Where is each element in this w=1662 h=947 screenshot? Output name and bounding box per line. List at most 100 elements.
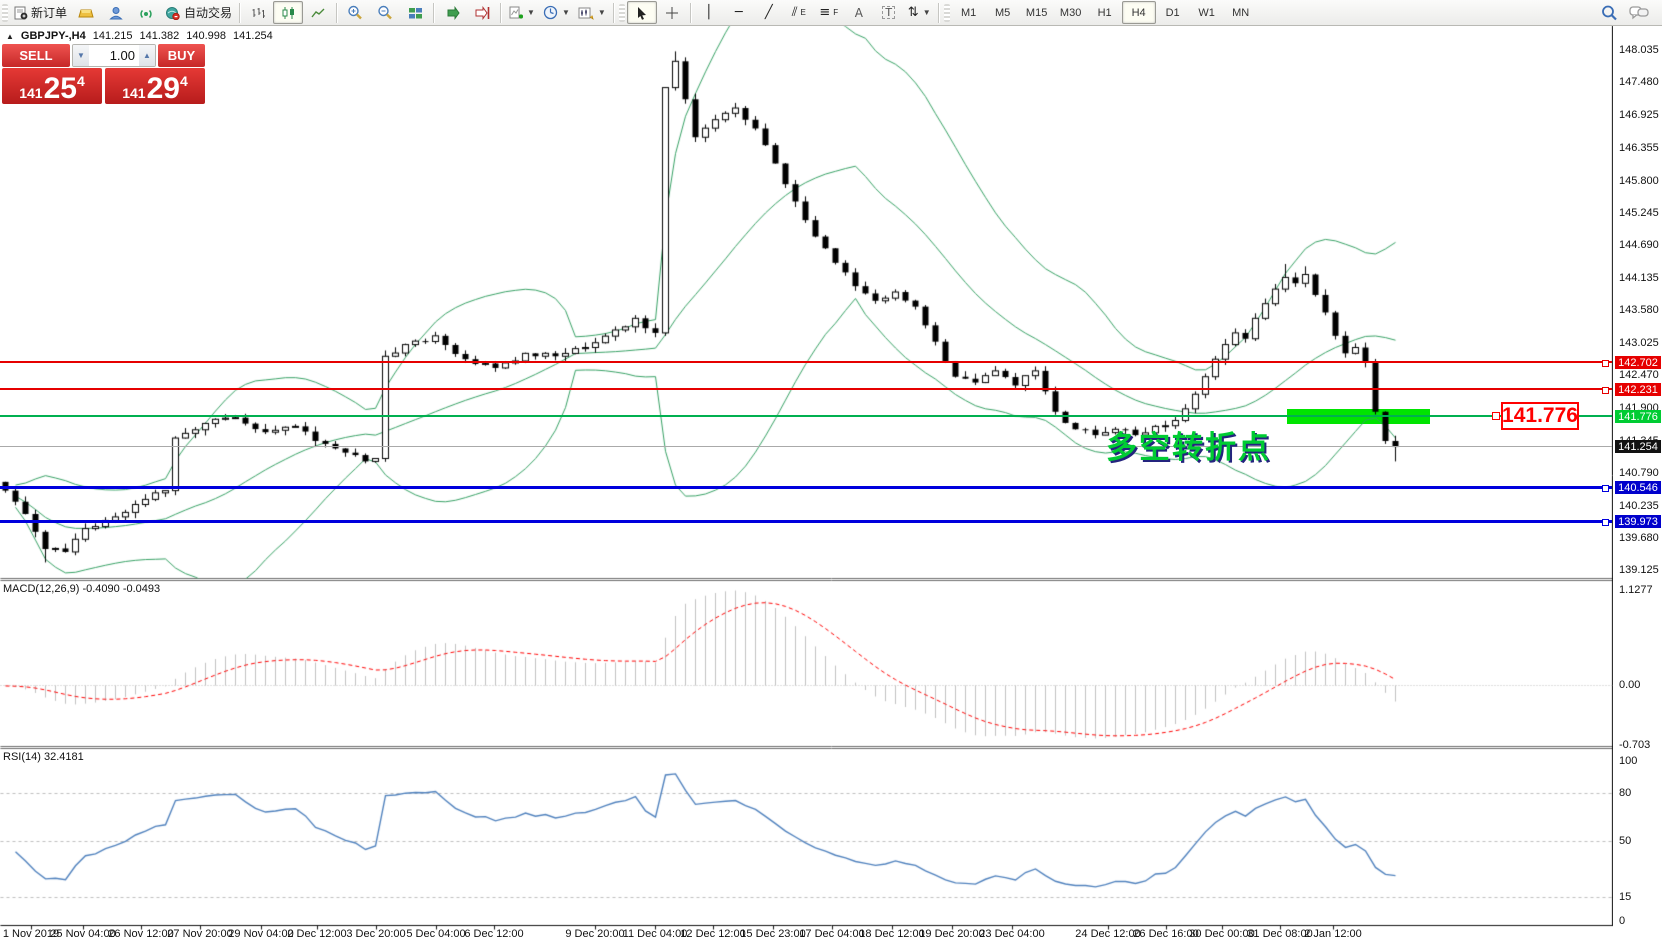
template-icon xyxy=(578,7,594,20)
time-axis-label: 26 Nov 12:00 xyxy=(108,928,174,940)
toolbar-grip[interactable] xyxy=(2,3,8,22)
price-line-142.702[interactable] xyxy=(0,361,1612,363)
auto-scroll-button[interactable] xyxy=(437,1,467,24)
price-line-marker[interactable] xyxy=(1602,485,1609,492)
price-line-marker[interactable] xyxy=(1602,387,1609,394)
turning-point-annotation[interactable]: 多空转折点 xyxy=(1106,430,1271,465)
buy-fraction: 4 xyxy=(179,73,188,89)
lot-size-value[interactable]: 1.00 xyxy=(109,48,135,63)
equidistant-channel-tool[interactable]: ⫽ E xyxy=(784,1,814,24)
price-line-marker[interactable] xyxy=(1602,519,1609,526)
zoom-in-button[interactable] xyxy=(340,1,370,24)
vertical-line-tool[interactable]: │ xyxy=(694,1,724,24)
main-toolbar: 新订单 自动交易 ▼ ▼ xyxy=(0,0,1662,26)
sell-button[interactable]: SELL xyxy=(2,44,70,67)
price-line-140.546[interactable] xyxy=(0,486,1612,489)
crosshair-tool-button[interactable] xyxy=(657,1,687,24)
main-axis-tick: 146.925 xyxy=(1619,109,1659,121)
line-chart-button[interactable] xyxy=(303,1,333,24)
timeframe-mn[interactable]: MN xyxy=(1232,6,1250,19)
channel-icon: ⫽ xyxy=(791,5,798,20)
timeframe-m1[interactable]: M1 xyxy=(960,6,977,19)
templates-button[interactable]: ▼ xyxy=(574,1,610,24)
timeframe-m15[interactable]: M15 xyxy=(1025,6,1048,19)
signals-button[interactable] xyxy=(131,1,161,24)
time-axis-label: 25 Nov 04:00 xyxy=(50,928,116,940)
arrows-tool[interactable]: ⇅ ▼ xyxy=(904,1,935,24)
symbol-period-label: GBPJPY-,H4 xyxy=(20,30,86,42)
toolbar-separator xyxy=(239,2,241,23)
chevron-down-icon: ▼ xyxy=(597,8,606,17)
candlestick-chart-button[interactable] xyxy=(273,1,304,24)
rsi-axis-tick: 50 xyxy=(1619,835,1632,847)
timeframe-d1[interactable]: D1 xyxy=(1165,6,1180,19)
lot-increase-button[interactable]: ▲ xyxy=(139,45,155,66)
timeframe-h4[interactable]: H4 xyxy=(1121,1,1156,24)
ohlc-close: 141.254 xyxy=(233,30,273,42)
toolbar-separator xyxy=(500,2,502,23)
timeframe-h1[interactable]: H1 xyxy=(1097,6,1112,19)
new-order-button[interactable]: 新订单 xyxy=(10,1,71,24)
rsi-indicator-label: RSI(14) 32.4181 xyxy=(3,751,84,763)
time-axis-label: 2 Jan 12:00 xyxy=(1304,928,1362,940)
clock-icon xyxy=(543,5,558,20)
time-axis-label: 26 Dec 16:00 xyxy=(1133,928,1199,940)
auto-trading-label: 自动交易 xyxy=(184,6,233,20)
auto-trading-button[interactable]: 自动交易 xyxy=(161,1,236,24)
channel-label: E xyxy=(800,8,806,17)
timeframe-w1[interactable]: W1 xyxy=(1198,6,1215,19)
price-line-141.254[interactable] xyxy=(0,446,1612,447)
text-label-tool[interactable]: T xyxy=(874,1,904,24)
price-tag-142.231: 142.231 xyxy=(1615,383,1661,396)
indicators-button[interactable]: ▼ xyxy=(504,1,539,24)
macd-axis-tick: 1.1277 xyxy=(1619,584,1653,596)
price-line-141.776[interactable] xyxy=(0,415,1612,417)
horizontal-line-tool[interactable]: ─ xyxy=(724,1,754,24)
cursor-icon xyxy=(637,6,646,20)
fibonacci-tool[interactable]: ≡ F xyxy=(814,1,844,24)
signal-icon xyxy=(139,9,152,18)
timeframe-m30[interactable]: M30 xyxy=(1059,6,1082,19)
accounts-button[interactable] xyxy=(101,1,131,24)
sell-price-display[interactable]: 141 25 4 xyxy=(2,68,102,104)
main-axis-tick: 143.025 xyxy=(1619,337,1659,349)
price-line-marker[interactable] xyxy=(1602,360,1609,367)
bar-chart-button[interactable] xyxy=(243,1,273,24)
callout-anchor-marker[interactable] xyxy=(1492,412,1500,420)
chart-shift-button[interactable] xyxy=(467,1,497,24)
trendline-tool[interactable]: ╱ xyxy=(754,1,784,24)
price-callout-box[interactable]: 141.776 xyxy=(1501,402,1579,430)
timeframe-m5[interactable]: M5 xyxy=(994,6,1011,19)
main-axis-tick: 145.245 xyxy=(1619,207,1659,219)
chat-button[interactable] xyxy=(1624,1,1654,24)
buy-pips: 29 xyxy=(146,72,180,105)
price-axis[interactable]: 142.702 142.231 141.776 141.254 140.546 139.9… xyxy=(1613,25,1662,947)
collapse-panel-icon[interactable]: ▲ xyxy=(6,31,14,41)
time-axis-label: 15 Dec 23:00 xyxy=(740,928,806,940)
buy-price-display[interactable]: 141 29 4 xyxy=(105,68,205,104)
tile-windows-button[interactable] xyxy=(400,1,430,24)
buy-big-figure: 141 xyxy=(122,85,146,101)
rsi-axis-tick: 0 xyxy=(1619,915,1626,927)
zoom-out-button[interactable] xyxy=(370,1,400,24)
cursor-tool-button[interactable] xyxy=(626,1,657,24)
text-tool[interactable]: A xyxy=(844,1,874,24)
price-tag-140.546: 140.546 xyxy=(1615,481,1661,494)
time-axis-label: 17 Dec 04:00 xyxy=(799,928,865,940)
lot-decrease-button[interactable]: ▼ xyxy=(73,45,89,66)
toolbar-grip[interactable] xyxy=(618,3,625,22)
chart-window: ▲ GBPJPY-,H4 141.215 141.382 140.998 141… xyxy=(0,25,1662,947)
price-line-142.231[interactable] xyxy=(0,388,1612,390)
price-line-139.973[interactable] xyxy=(0,520,1612,523)
toolbar-separator xyxy=(612,2,614,23)
market-watch-button[interactable] xyxy=(71,1,101,24)
rsi-axis-tick: 15 xyxy=(1619,891,1632,903)
fibonacci-icon: ≡ xyxy=(819,5,831,20)
periods-button[interactable]: ▼ xyxy=(539,1,574,24)
search-button[interactable] xyxy=(1594,1,1624,24)
chart-shift-icon xyxy=(475,5,489,20)
toolbar-grip[interactable] xyxy=(943,3,950,22)
buy-button[interactable]: BUY xyxy=(158,44,205,67)
zoom-out-icon xyxy=(378,5,392,20)
time-axis-label: 12 Dec 12:00 xyxy=(680,928,746,940)
